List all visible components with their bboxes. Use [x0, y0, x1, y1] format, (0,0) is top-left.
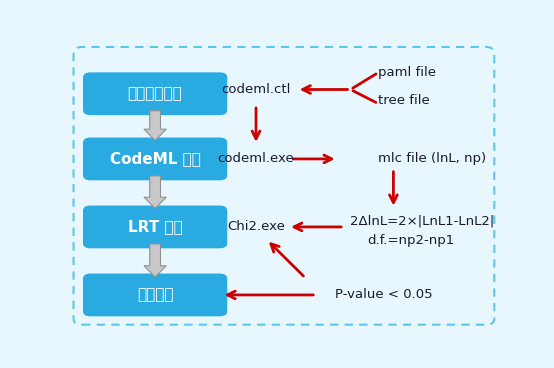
Text: 2ΔlnL=2×|LnL1-LnL2|: 2ΔlnL=2×|LnL1-LnL2| — [351, 215, 495, 228]
Polygon shape — [144, 111, 166, 141]
Polygon shape — [144, 176, 166, 209]
FancyBboxPatch shape — [83, 273, 227, 316]
Text: codeml.exe: codeml.exe — [218, 152, 294, 166]
Text: codeml.ctl: codeml.ctl — [222, 83, 291, 96]
Polygon shape — [144, 244, 166, 277]
FancyBboxPatch shape — [74, 47, 494, 325]
Text: mlc file (lnL, np): mlc file (lnL, np) — [378, 152, 486, 166]
Text: CodeML 分析: CodeML 分析 — [110, 151, 201, 166]
Text: P-value < 0.05: P-value < 0.05 — [336, 289, 433, 301]
Text: 结果解读: 结果解读 — [137, 287, 173, 302]
Text: Chi2.exe: Chi2.exe — [227, 220, 285, 233]
Text: d.f.=np2-np1: d.f.=np2-np1 — [368, 234, 455, 247]
FancyBboxPatch shape — [83, 138, 227, 180]
Text: paml file: paml file — [378, 66, 437, 79]
FancyBboxPatch shape — [83, 206, 227, 248]
Text: tree file: tree file — [378, 94, 430, 107]
Text: 配置模型参数: 配置模型参数 — [128, 86, 182, 101]
FancyBboxPatch shape — [83, 72, 227, 115]
Text: LRT 分析: LRT 分析 — [128, 219, 182, 234]
